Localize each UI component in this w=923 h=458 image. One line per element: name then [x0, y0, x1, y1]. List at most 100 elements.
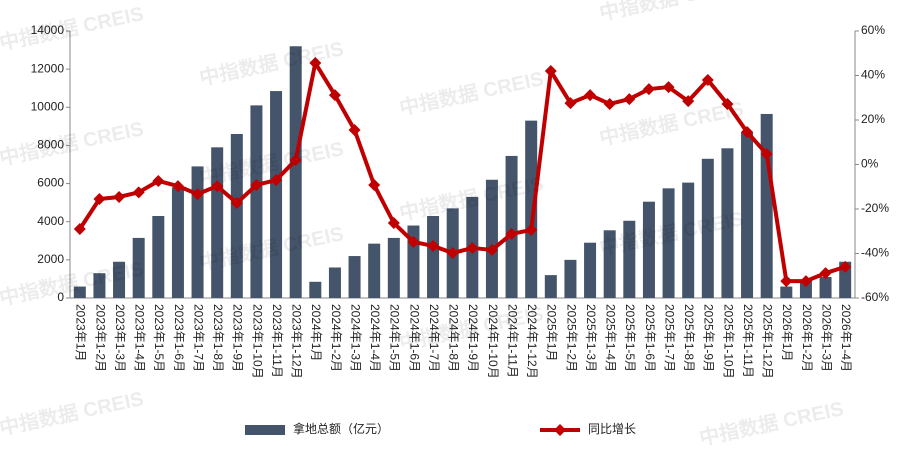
bar [682, 182, 695, 298]
bar [93, 273, 106, 298]
x-tick-label: 2024年1-7月 [427, 304, 441, 372]
marker [368, 178, 381, 191]
y2-tick-label: -20% [861, 201, 889, 215]
marker [584, 89, 597, 102]
bar [289, 46, 302, 298]
x-tick-label: 2024年1-10月 [486, 304, 500, 379]
y2-tick-label: 0% [861, 157, 879, 171]
y-tick-label: 10000 [31, 99, 65, 113]
bar [485, 179, 498, 298]
y2-tick-label: 40% [861, 68, 885, 82]
x-tick-label: 2024年1-5月 [388, 304, 402, 372]
x-tick-label: 2023年1-10月 [250, 304, 264, 379]
bar [525, 120, 538, 298]
x-tick-label: 2026年1-2月 [800, 304, 814, 372]
y2-tick-label: 20% [861, 112, 885, 126]
y2-tick-label: 60% [861, 23, 885, 37]
x-tick-label: 2025年1-4月 [604, 304, 618, 372]
bar [662, 188, 675, 298]
bar [328, 267, 341, 298]
watermark: 中指数据 CREIS [0, 386, 146, 440]
bar [623, 220, 636, 298]
watermark: 中指数据 CREIS [597, 96, 745, 150]
watermark: 中指数据 CREIS [697, 396, 845, 450]
x-tick-label: 2025年1-3月 [584, 304, 598, 372]
x-tick-label: 2025年1-11月 [741, 304, 755, 378]
x-tick-label: 2023年1-5月 [152, 304, 166, 372]
marker [309, 57, 322, 70]
bar [839, 261, 852, 298]
marker [73, 223, 86, 236]
bar [113, 261, 126, 298]
marker [152, 174, 165, 187]
watermark: 中指数据 CREIS [597, 0, 745, 25]
legend-label: 同比增长 [588, 422, 636, 436]
x-tick-label: 2023年1月 [74, 304, 88, 361]
y-tick-label: 2000 [37, 252, 64, 266]
bar [250, 105, 263, 298]
bar [230, 133, 243, 298]
marker [544, 65, 557, 78]
marker [505, 227, 518, 240]
bar [427, 215, 440, 298]
bar [741, 132, 754, 298]
x-tick-label: 2024年1-3月 [348, 304, 362, 372]
bar [544, 275, 557, 298]
bar [152, 215, 165, 298]
marker [466, 241, 479, 254]
bar [368, 243, 381, 298]
marker [446, 247, 459, 260]
bar [584, 242, 597, 298]
x-tick-label: 2025年1-9月 [702, 304, 716, 372]
x-tick-label: 2023年1-3月 [113, 304, 127, 372]
watermark: 中指数据 CREIS [0, 1, 146, 55]
x-tick-label: 2026年1-3月 [819, 304, 833, 372]
x-tick-label: 2023年1-9月 [231, 304, 245, 372]
marker [760, 148, 773, 161]
x-tick-label: 2024年1-11月 [505, 304, 519, 378]
bar [701, 158, 714, 298]
x-tick-label: 2023年1-6月 [172, 304, 186, 372]
line [78, 61, 846, 284]
bar [760, 113, 773, 298]
bar [721, 148, 734, 298]
marker [348, 124, 361, 137]
bar [564, 259, 577, 298]
marker [819, 267, 832, 280]
x-tick-label: 2025年1-10月 [721, 304, 735, 379]
bar [819, 277, 832, 298]
marker [721, 97, 734, 110]
x-tick-label: 2024年1月 [309, 304, 323, 361]
bar [270, 91, 283, 298]
watermark: 中指数据 CREIS [197, 36, 345, 90]
marker [171, 180, 184, 193]
marker [799, 275, 812, 288]
x-tick-label: 2023年1-11月 [270, 304, 284, 378]
x-tick-label: 2023年1-4月 [133, 304, 147, 372]
marker [603, 97, 616, 110]
y-tick-label: 0 [57, 290, 64, 304]
legend-marker [554, 424, 566, 436]
x-tick-label: 2023年1-8月 [211, 304, 225, 372]
marker [427, 239, 440, 252]
x-tick-label: 2024年1-9月 [466, 304, 480, 372]
x-tick-label: 2024年1-8月 [447, 304, 461, 372]
marker [682, 95, 695, 108]
legend-label: 拿地总额（亿元） [293, 421, 389, 436]
marker [525, 223, 538, 236]
marker [113, 190, 126, 203]
legend-swatch [245, 425, 285, 435]
bar [132, 237, 145, 298]
x-tick-label: 2025年1-7月 [662, 304, 676, 372]
marker [642, 83, 655, 96]
bar [171, 187, 184, 298]
x-tick-label: 2025年1-2月 [564, 304, 578, 372]
marker [564, 97, 577, 110]
y-tick-label: 6000 [37, 176, 64, 190]
bar [73, 286, 86, 298]
x-tick-label: 2023年1-12月 [290, 304, 304, 379]
marker [701, 73, 714, 86]
x-tick-label: 2023年1-7月 [191, 304, 205, 372]
x-tick-label: 2024年1-4月 [368, 304, 382, 372]
